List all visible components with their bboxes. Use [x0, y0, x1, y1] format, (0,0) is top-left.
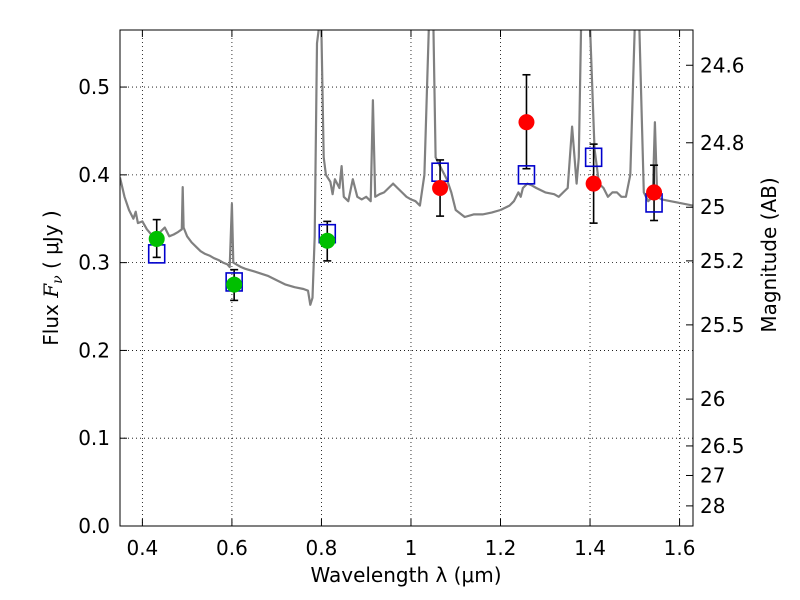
mag-tick-label: 27 — [700, 463, 725, 487]
mag-tick-label: 26.5 — [700, 434, 745, 458]
y-tick-label: 0.0 — [78, 514, 110, 538]
x-tick-label: 0.6 — [216, 536, 248, 560]
y-axis-label: Flux Fν ( μJy ) — [39, 210, 66, 345]
green-data-point — [319, 232, 336, 249]
mag-tick-label: 25.2 — [700, 249, 745, 273]
y-tick-label: 0.5 — [78, 75, 110, 99]
mag-tick-label: 26 — [700, 387, 725, 411]
green-data-point — [226, 276, 243, 293]
mag-tick-label: 25 — [700, 195, 725, 219]
plot-frame — [119, 29, 694, 527]
y-tick-label: 0.2 — [78, 338, 110, 362]
y2-axis-label: Magnitude (AB) — [757, 177, 781, 332]
red-data-point — [518, 114, 535, 131]
x-tick-label: 1.6 — [664, 536, 696, 560]
green-data-point — [148, 230, 165, 247]
x-tick-label: 0.8 — [306, 536, 338, 560]
mag-tick-label: 25.5 — [700, 313, 745, 337]
mag-tick-label: 24.8 — [700, 131, 745, 155]
points-layer — [147, 73, 663, 302]
x-tick-label: 0.4 — [126, 536, 158, 560]
mag-tick-label: 28 — [700, 494, 725, 518]
x-tick-label: 1.4 — [574, 536, 606, 560]
red-data-point — [432, 180, 449, 197]
spectrum-layer — [120, 30, 693, 306]
y-tick-label: 0.1 — [78, 426, 110, 450]
y-tick-label: 0.4 — [78, 163, 110, 187]
spectrum-line — [120, 30, 693, 306]
x-tick-label: 1 — [405, 536, 418, 560]
model-square — [517, 165, 536, 185]
x-axis-label: Wavelength λ (μm) — [310, 563, 501, 587]
model-square — [584, 147, 603, 168]
mag-tick-label: 24.6 — [700, 53, 745, 77]
red-data-point — [585, 175, 602, 192]
y-tick-label: 0.3 — [78, 251, 110, 275]
grid — [120, 30, 693, 527]
red-data-point — [646, 184, 663, 201]
axes: 0.4 0.6 0.8 1 1.2 1.4 1.6 0.0 0.1 0.2 0.3 0.4 0.5 24.… — [78, 30, 745, 560]
x-tick-label: 1.2 — [485, 536, 517, 560]
